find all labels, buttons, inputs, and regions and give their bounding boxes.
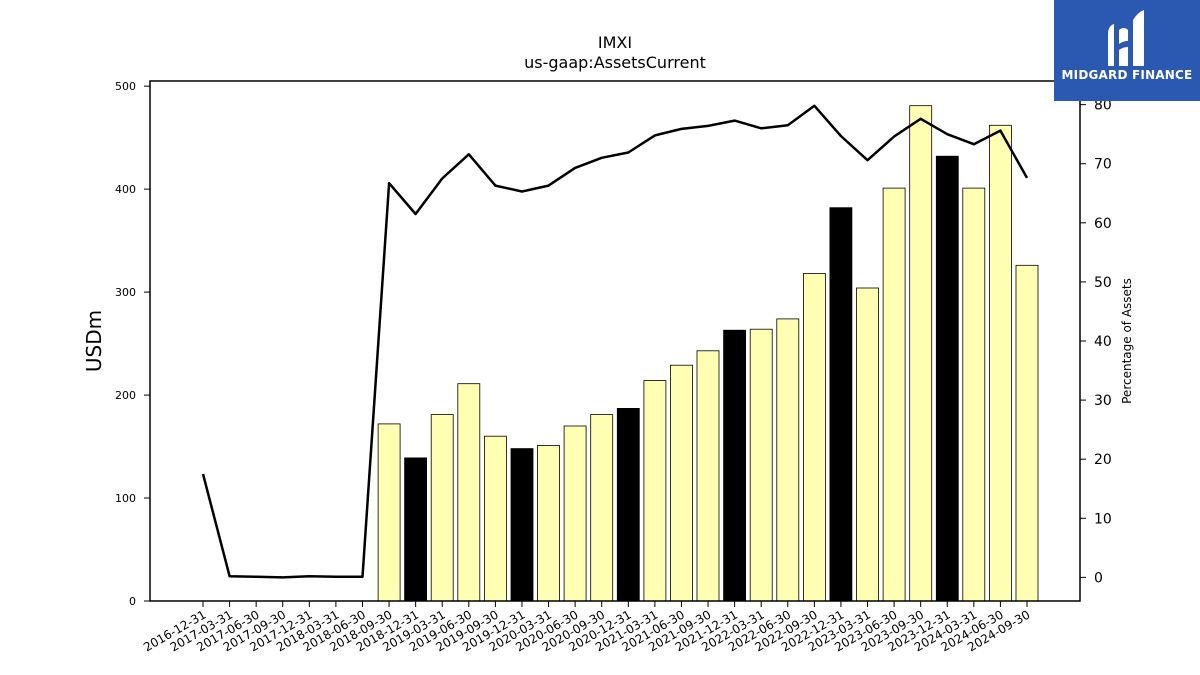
bar-2018-09-30 [377, 423, 401, 602]
y-tick-label: 300 [115, 286, 136, 299]
brand-logo: MIDGARD FINANCE [1054, 0, 1200, 101]
y2-tick-label: 70 [1094, 157, 1112, 173]
bar-2023-06-30 [882, 187, 906, 602]
bar-2022-06-30 [776, 318, 800, 602]
y-tick-label: 0 [129, 595, 136, 608]
line-series [201, 104, 1029, 579]
bar-2019-09-30 [483, 435, 507, 602]
y2-tick-label: 0 [1094, 570, 1103, 586]
bar-2022-03-31 [749, 328, 773, 602]
y2-tick-label: 40 [1094, 334, 1112, 350]
bar-2020-12-31 [616, 407, 640, 602]
y-axis: 0 100 200 300 400 500 [115, 80, 150, 608]
bar-2024-06-30 [989, 124, 1012, 602]
bar-2021-03-31 [643, 380, 667, 602]
line-percentage-of-assets [201, 104, 1029, 579]
y2-tick-label: 60 [1094, 216, 1112, 232]
bar-2019-12-31 [510, 448, 534, 602]
midgard-logo-icon [1108, 10, 1144, 66]
bar-2019-06-30 [457, 383, 481, 602]
bar-2020-03-31 [537, 445, 560, 602]
y2-tick-label: 10 [1094, 511, 1112, 527]
bar-2019-03-31 [430, 414, 454, 602]
y2-tick-label: 80 [1094, 98, 1112, 114]
bar-2024-09-30 [1015, 264, 1039, 602]
bar-2023-12-31 [935, 155, 959, 602]
y-tick-label: 200 [115, 389, 136, 402]
bar-2023-03-31 [856, 287, 879, 602]
chart-title: IMXI [598, 33, 632, 52]
logo-text: MIDGARD FINANCE [1061, 68, 1193, 82]
x-axis: 2016-12-312017-03-312017-06-302017-09-30… [141, 601, 1033, 654]
bar-2022-09-30 [803, 273, 826, 602]
bar-2022-12-31 [829, 207, 853, 602]
y-tick-label: 500 [115, 80, 136, 93]
y2-axis-label: Percentage of Assets [1120, 278, 1134, 404]
bar-2021-06-30 [670, 364, 693, 602]
bar-2020-09-30 [590, 414, 614, 602]
bar-2023-09-30 [909, 105, 933, 602]
y2-tick-label: 20 [1094, 452, 1112, 468]
bar-2021-09-30 [696, 350, 720, 602]
bar-2018-12-31 [404, 457, 428, 602]
bar-series [377, 105, 1039, 602]
bar-2020-06-30 [563, 425, 587, 602]
bar-2024-03-31 [962, 187, 986, 602]
chart-subtitle: us-gaap:AssetsCurrent [524, 53, 706, 72]
bar-2021-12-31 [723, 329, 746, 602]
y-tick-label: 400 [115, 183, 136, 196]
y-axis-label: USDm [82, 310, 106, 372]
y2-axis: 0 10 20 30 40 50 60 70 80 [1080, 98, 1112, 586]
y-tick-label: 100 [115, 492, 136, 505]
y2-tick-label: 50 [1094, 275, 1112, 291]
y2-tick-label: 30 [1094, 393, 1112, 409]
